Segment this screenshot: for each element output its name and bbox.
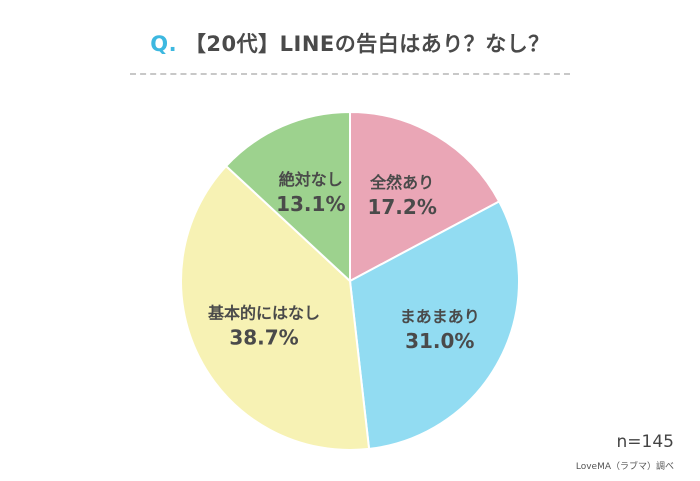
slice-value-2: 31.0%: [405, 329, 474, 353]
slice-value-3: 38.7%: [229, 325, 298, 349]
slice-label-4: 絶対なし: [279, 170, 343, 189]
pie-slice-2: [348, 200, 520, 451]
question-text: 【20代】LINEの告白はあり？なし？: [184, 32, 550, 56]
chart-title: Q. 【20代】LINEの告白はあり？なし？: [0, 28, 700, 58]
slice-label-3: 基本的にはなし: [207, 303, 320, 322]
slice-label-2: まあまあり: [400, 307, 480, 326]
pie-slice-1: [349, 110, 501, 283]
source-credit: LoveMA（ラブマ）調べ: [575, 462, 674, 472]
slice-label-1: 全然あり: [369, 173, 434, 192]
slice-value-4: 13.1%: [276, 192, 345, 216]
pie-slice-4: [224, 110, 351, 284]
slice-value-1: 17.2%: [367, 195, 436, 219]
pie-slice-3: [180, 164, 371, 451]
sample-size: n=145: [616, 432, 674, 452]
question-prefix: Q.: [150, 32, 178, 56]
title-divider: [130, 73, 570, 75]
